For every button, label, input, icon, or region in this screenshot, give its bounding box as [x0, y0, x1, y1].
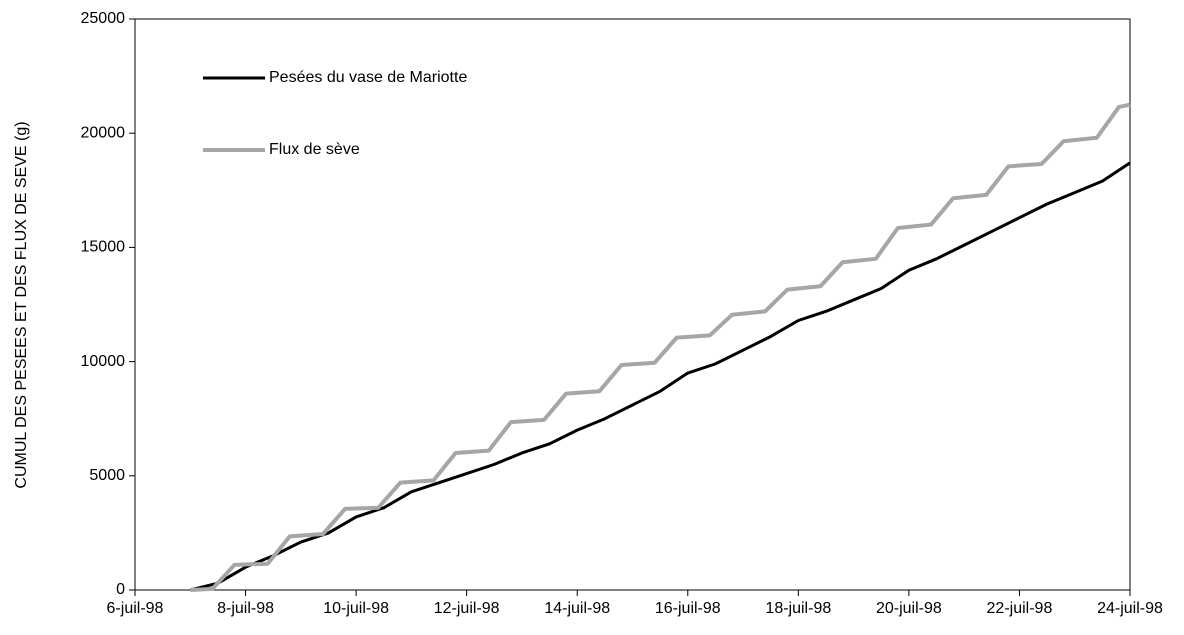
x-tick-label: 14-juil-98 — [544, 600, 610, 617]
legend-label: Pesées du vase de Mariotte — [269, 69, 467, 86]
x-tick-label: 16-juil-98 — [655, 600, 721, 617]
x-tick-label: 18-juil-98 — [765, 600, 831, 617]
x-tick-label: 12-juil-98 — [434, 600, 500, 617]
x-tick-label: 6-juil-98 — [107, 600, 164, 617]
x-tick-label: 24-juil-98 — [1097, 600, 1163, 617]
y-tick-label: 5000 — [89, 467, 125, 484]
x-tick-label: 22-juil-98 — [987, 600, 1053, 617]
y-tick-label: 25000 — [81, 10, 126, 27]
y-tick-label: 10000 — [81, 353, 126, 370]
y-tick-label: 15000 — [81, 239, 126, 256]
y-axis-label: CUMUL DES PESEES ET DES FLUX DE SEVE (g) — [13, 121, 30, 488]
plot-frame — [134, 18, 1131, 591]
y-tick-label: 20000 — [81, 124, 126, 141]
series-line — [190, 102, 1131, 592]
x-tick-label: 20-juil-98 — [876, 600, 942, 617]
y-tick-label: 0 — [116, 581, 125, 598]
legend-label: Flux de sève — [269, 141, 360, 158]
series-line — [189, 161, 1131, 592]
x-tick-label: 10-juil-98 — [323, 600, 389, 617]
x-tick-label: 8-juil-98 — [217, 600, 274, 617]
